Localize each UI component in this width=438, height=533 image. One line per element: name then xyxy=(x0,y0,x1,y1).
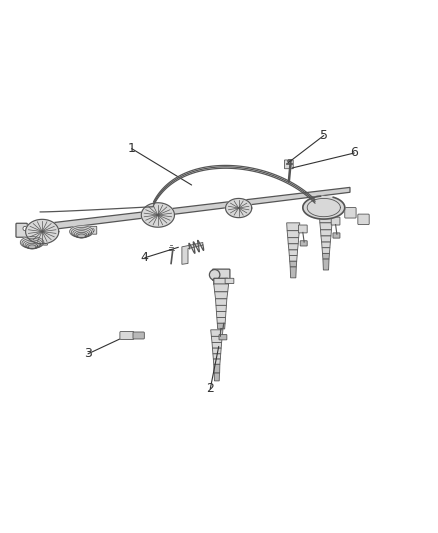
Polygon shape xyxy=(76,232,87,238)
FancyBboxPatch shape xyxy=(219,335,227,340)
Polygon shape xyxy=(25,241,39,248)
Polygon shape xyxy=(214,364,220,373)
Polygon shape xyxy=(25,220,59,244)
Polygon shape xyxy=(322,248,330,253)
Text: 1: 1 xyxy=(128,142,136,155)
Polygon shape xyxy=(290,267,296,278)
FancyBboxPatch shape xyxy=(214,278,228,285)
FancyBboxPatch shape xyxy=(333,233,340,238)
Polygon shape xyxy=(212,336,222,343)
Polygon shape xyxy=(217,318,226,323)
Polygon shape xyxy=(216,311,226,318)
Polygon shape xyxy=(214,373,219,381)
Polygon shape xyxy=(215,299,227,305)
Polygon shape xyxy=(212,348,221,354)
Polygon shape xyxy=(290,261,297,267)
Polygon shape xyxy=(321,242,330,248)
Polygon shape xyxy=(24,240,41,248)
Polygon shape xyxy=(78,234,85,238)
FancyBboxPatch shape xyxy=(133,332,145,339)
Polygon shape xyxy=(226,198,252,217)
Polygon shape xyxy=(303,196,345,219)
Text: 2: 2 xyxy=(206,382,214,395)
Polygon shape xyxy=(18,188,350,234)
Polygon shape xyxy=(182,243,203,264)
Polygon shape xyxy=(141,203,174,227)
Polygon shape xyxy=(287,223,300,231)
Polygon shape xyxy=(288,244,298,250)
Circle shape xyxy=(41,239,45,243)
Polygon shape xyxy=(211,330,223,336)
Polygon shape xyxy=(323,259,329,270)
Polygon shape xyxy=(22,238,42,248)
Polygon shape xyxy=(287,231,299,238)
FancyBboxPatch shape xyxy=(16,223,27,237)
Text: 5: 5 xyxy=(320,129,328,142)
FancyBboxPatch shape xyxy=(300,241,307,246)
Polygon shape xyxy=(74,231,88,238)
Polygon shape xyxy=(217,323,225,329)
Polygon shape xyxy=(73,229,90,238)
Polygon shape xyxy=(28,245,36,249)
Polygon shape xyxy=(321,236,331,242)
Polygon shape xyxy=(214,284,229,292)
FancyBboxPatch shape xyxy=(298,225,307,233)
FancyBboxPatch shape xyxy=(331,217,340,225)
FancyBboxPatch shape xyxy=(225,278,234,284)
Polygon shape xyxy=(215,292,228,299)
Polygon shape xyxy=(289,256,297,261)
Polygon shape xyxy=(213,354,221,359)
Polygon shape xyxy=(319,215,332,223)
Polygon shape xyxy=(212,343,222,348)
Polygon shape xyxy=(216,305,226,311)
FancyBboxPatch shape xyxy=(120,332,134,340)
Text: 3: 3 xyxy=(84,348,92,360)
FancyBboxPatch shape xyxy=(88,227,97,234)
Circle shape xyxy=(91,229,94,232)
FancyBboxPatch shape xyxy=(358,214,369,224)
FancyBboxPatch shape xyxy=(345,207,356,218)
Text: 6: 6 xyxy=(350,147,358,159)
Polygon shape xyxy=(213,359,220,364)
Polygon shape xyxy=(321,230,332,236)
Circle shape xyxy=(209,270,220,280)
Polygon shape xyxy=(70,225,93,238)
Polygon shape xyxy=(289,250,297,256)
Polygon shape xyxy=(320,223,332,230)
Polygon shape xyxy=(288,238,299,244)
Polygon shape xyxy=(20,237,44,248)
Polygon shape xyxy=(71,228,92,238)
Circle shape xyxy=(23,227,27,231)
FancyBboxPatch shape xyxy=(285,160,293,169)
Polygon shape xyxy=(322,253,329,259)
Polygon shape xyxy=(27,243,38,249)
FancyBboxPatch shape xyxy=(39,237,47,245)
Text: 4: 4 xyxy=(141,251,149,264)
FancyBboxPatch shape xyxy=(212,269,230,280)
